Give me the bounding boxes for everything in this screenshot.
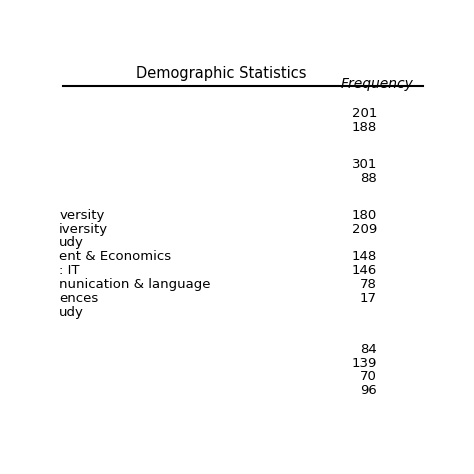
Text: 139: 139 bbox=[352, 356, 377, 370]
Text: 209: 209 bbox=[352, 223, 377, 236]
Text: 78: 78 bbox=[360, 278, 377, 291]
Text: udy: udy bbox=[59, 237, 84, 249]
Text: 180: 180 bbox=[352, 209, 377, 222]
Text: Demographic Statistics: Demographic Statistics bbox=[136, 66, 306, 81]
Text: 201: 201 bbox=[352, 107, 377, 120]
Text: iversity: iversity bbox=[59, 223, 109, 236]
Text: versity: versity bbox=[59, 209, 105, 222]
Text: ent & Economics: ent & Economics bbox=[59, 250, 172, 264]
Text: 96: 96 bbox=[360, 384, 377, 397]
Text: : IT: : IT bbox=[59, 264, 80, 277]
Text: 70: 70 bbox=[360, 370, 377, 383]
Text: Frequency: Frequency bbox=[341, 77, 413, 91]
Text: 17: 17 bbox=[360, 292, 377, 305]
Text: udy: udy bbox=[59, 306, 84, 319]
Text: 146: 146 bbox=[352, 264, 377, 277]
Text: 301: 301 bbox=[352, 158, 377, 171]
Text: 88: 88 bbox=[360, 172, 377, 185]
Text: nunication & language: nunication & language bbox=[59, 278, 211, 291]
Text: 148: 148 bbox=[352, 250, 377, 264]
Text: 84: 84 bbox=[360, 343, 377, 356]
Text: 188: 188 bbox=[352, 121, 377, 134]
Text: ences: ences bbox=[59, 292, 99, 305]
